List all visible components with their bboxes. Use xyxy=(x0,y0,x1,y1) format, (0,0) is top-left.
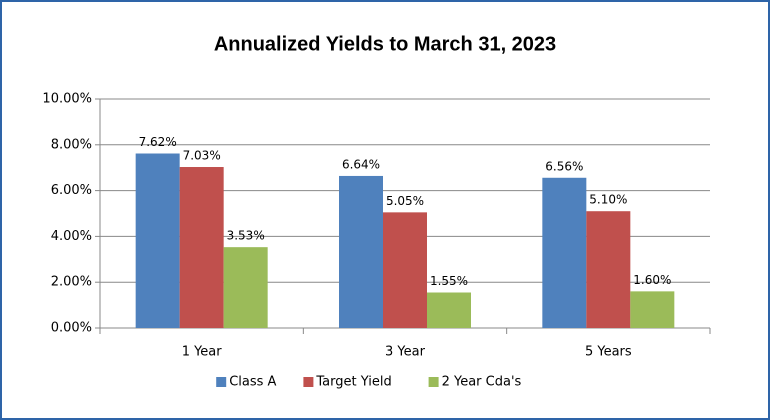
y-tick-label: 6.00% xyxy=(51,183,92,198)
bar xyxy=(586,211,631,328)
bar xyxy=(383,212,427,328)
legend-label: Class A xyxy=(229,375,276,390)
value-label: 7.62% xyxy=(139,135,177,149)
value-label: 6.64% xyxy=(342,157,380,171)
y-tick-label: 4.00% xyxy=(51,229,92,244)
value-label: 7.03% xyxy=(183,149,221,163)
bar xyxy=(542,177,587,328)
y-tick-label: 0.00% xyxy=(51,321,92,336)
x-tick-label: 1 Year xyxy=(182,345,223,360)
legend-swatch xyxy=(216,377,227,387)
legend-label: 2 Year Cda's xyxy=(442,375,522,390)
legend-swatch xyxy=(303,377,314,387)
value-label: 1.55% xyxy=(430,274,468,288)
y-tick-label: 8.00% xyxy=(51,137,92,152)
y-tick-label: 2.00% xyxy=(51,275,92,290)
y-tick-label: 10.00% xyxy=(42,92,92,107)
value-label: 3.53% xyxy=(227,229,265,243)
x-tick-label: 5 Years xyxy=(585,345,632,360)
bar xyxy=(339,175,383,328)
value-label: 5.05% xyxy=(386,194,424,208)
legend-label: Target Yield xyxy=(315,375,391,390)
value-label: 6.56% xyxy=(545,159,583,173)
bar xyxy=(427,292,471,328)
bar xyxy=(223,247,268,328)
value-label: 1.60% xyxy=(633,273,671,287)
value-label: 5.10% xyxy=(589,193,627,207)
legend-swatch xyxy=(428,377,439,387)
bar xyxy=(135,153,180,328)
chart-title: Annualized Yields to March 31, 2023 xyxy=(214,33,556,55)
bar xyxy=(630,291,675,328)
x-tick-label: 3 Year xyxy=(385,345,426,360)
bar xyxy=(179,167,224,328)
